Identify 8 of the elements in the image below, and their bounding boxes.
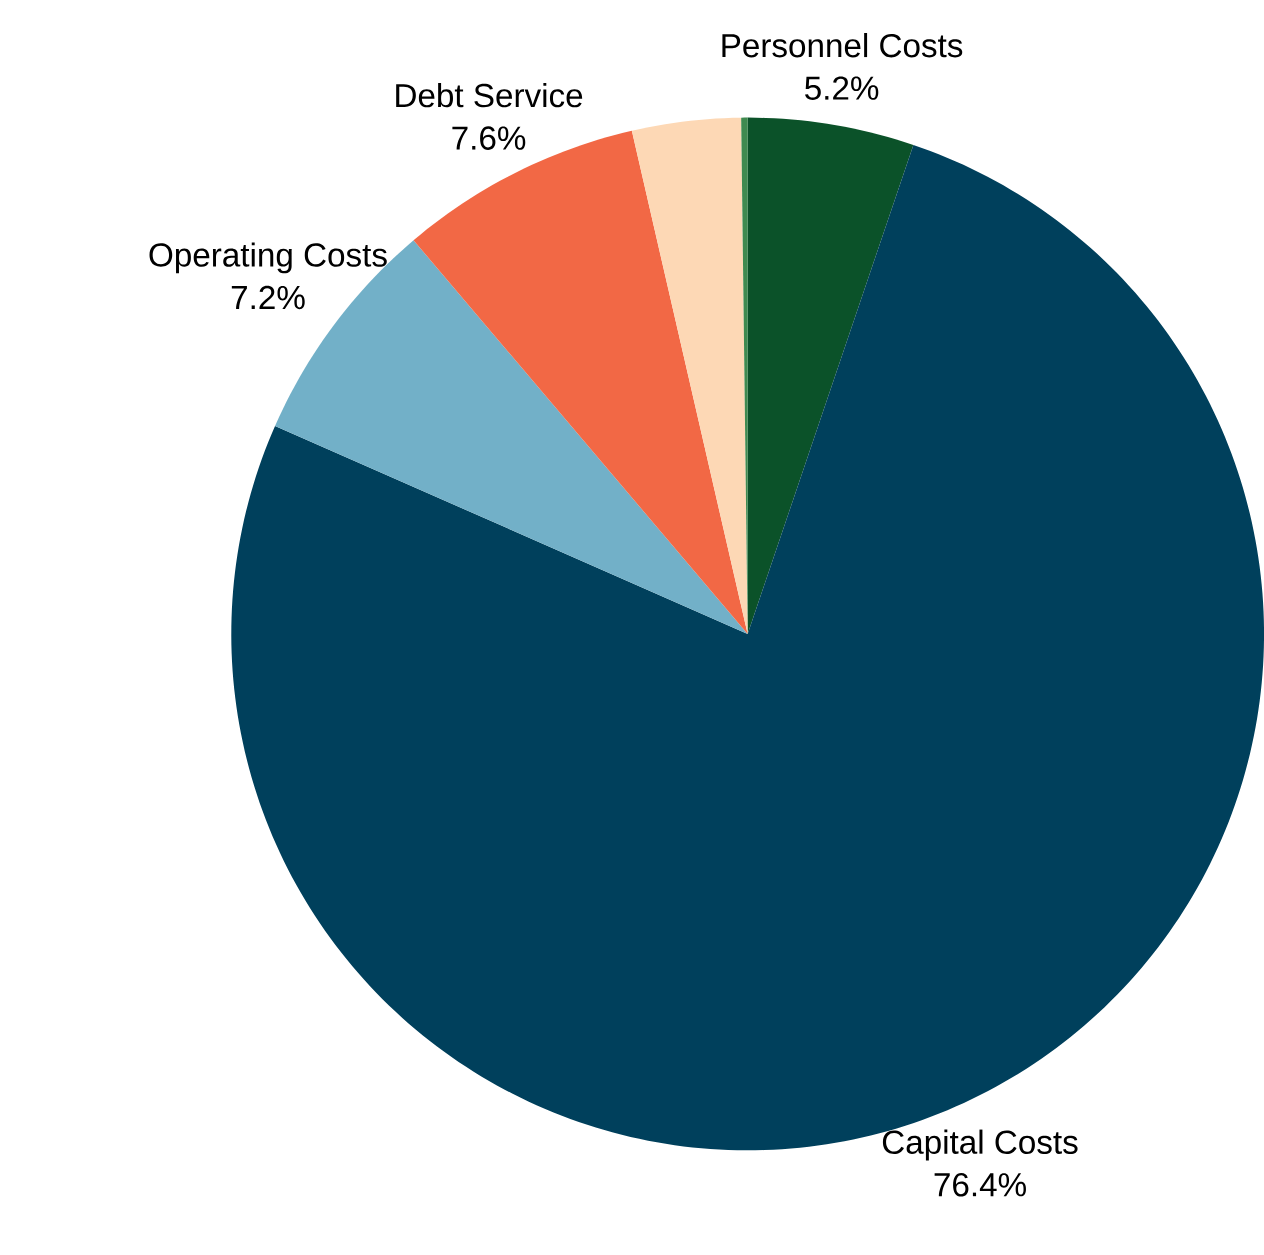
slice-label: Capital Costs [882,1129,1078,1161]
data-label: 7.6% [452,126,526,150]
slice-label: Debt Service [396,82,583,108]
data-label: 76.4% [934,1172,1026,1197]
data-label: 5.2% [805,76,879,100]
slice-label: Personnel Costs [722,32,963,58]
data-label: 7.2% [231,285,305,310]
slice-label: Operating Costs [149,242,387,274]
